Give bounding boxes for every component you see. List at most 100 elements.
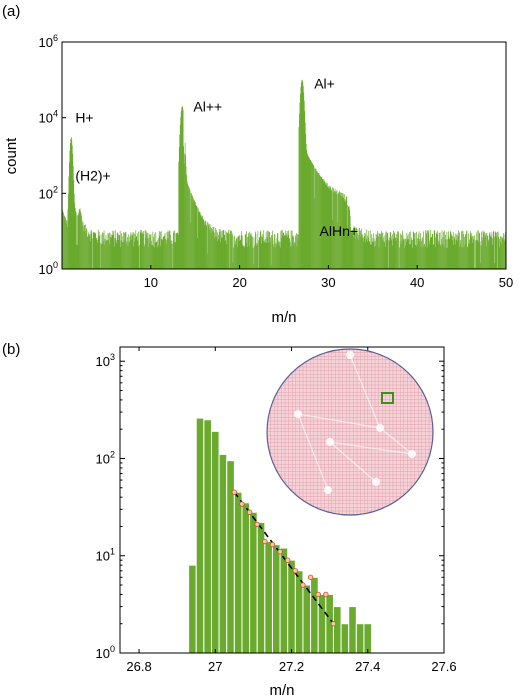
histogram-bar <box>279 547 289 654</box>
spectrum-bar <box>268 232 270 269</box>
wafer-pole-spots <box>294 351 416 494</box>
spectrum-bar <box>234 244 236 269</box>
spectrum-bar <box>217 240 219 269</box>
spectrum-bar <box>438 240 439 269</box>
spectrum-bar <box>224 230 226 269</box>
spectrum-bar <box>475 240 477 269</box>
spectrum-bar <box>501 244 502 269</box>
spectrum-bar <box>171 244 172 269</box>
spectrum-bar <box>103 241 104 269</box>
spectrum-bar <box>169 230 171 269</box>
spectrum-bar <box>219 241 221 269</box>
spectrum-bar <box>79 209 80 269</box>
spectrum-bar <box>227 232 229 269</box>
spectrum-bar <box>386 233 388 269</box>
spectrum-bar <box>483 234 485 269</box>
spectrum-bar <box>182 109 184 269</box>
spectrum-bar <box>385 231 387 269</box>
spectrum-bar <box>143 246 145 269</box>
spectrum-bar <box>354 227 355 269</box>
spectrum-bar <box>86 229 88 269</box>
spectrum-bar <box>128 234 129 269</box>
spectrum-bar <box>257 230 259 269</box>
spectrum-bar <box>504 239 506 269</box>
histogram-bar <box>241 502 251 654</box>
spectrum-bar <box>345 202 347 269</box>
spectrum-bar <box>211 227 212 269</box>
spectrum-bar <box>190 222 191 269</box>
spectrum-bar <box>409 244 411 269</box>
spectrum-bar <box>179 124 181 270</box>
spectrum-bar <box>458 246 460 269</box>
spectrum-bar <box>407 239 409 269</box>
histogram-bar <box>203 419 212 654</box>
spectrum-bar <box>260 235 262 269</box>
spectrum-bar <box>89 236 90 269</box>
spectrum-bar <box>206 221 208 269</box>
spectrum-bar <box>388 237 390 269</box>
spectrum-bar <box>317 172 318 269</box>
spectrum-bar <box>374 240 376 269</box>
x-tick-label: 40 <box>410 275 424 290</box>
spectrum-bar <box>164 235 165 269</box>
spectrum-bar <box>426 231 428 269</box>
spectrum-bar <box>439 232 441 269</box>
spectrum-bar <box>178 147 180 269</box>
spectrum-bar <box>96 237 98 269</box>
spectrum-bar <box>220 229 222 269</box>
spectrum-bar <box>332 192 334 269</box>
spectrum-bar <box>491 232 493 269</box>
spectrum-bar <box>472 236 474 269</box>
spectrum-bar <box>356 227 357 269</box>
spectrum-bar <box>301 82 302 269</box>
spectrum-bar <box>66 220 68 269</box>
spectrum-bar <box>357 237 358 269</box>
zone-line <box>329 441 377 483</box>
spectrum-bar <box>387 232 389 269</box>
spectrum-bar <box>212 231 213 269</box>
spectrum-bar <box>121 233 122 269</box>
spectrum-bar <box>110 233 112 269</box>
spectrum-bar <box>437 244 439 269</box>
spectrum-bar <box>463 233 464 269</box>
spectrum-bar <box>307 155 309 269</box>
spectrum-bar <box>70 137 72 269</box>
spectrum-bar <box>334 188 336 269</box>
spectrum-bar <box>464 236 465 269</box>
panel-b-fit <box>231 489 337 627</box>
spectrum-bar <box>145 237 146 269</box>
spectrum-bar <box>200 215 202 269</box>
histogram-bar <box>363 623 373 654</box>
spectrum-bar <box>450 230 452 269</box>
spectrum-bar <box>316 171 318 269</box>
spectrum-bar <box>124 232 125 269</box>
spectrum-bar <box>180 111 182 269</box>
spectrum-bar <box>413 232 415 269</box>
spectrum-bar <box>81 220 83 269</box>
spectrum-bar <box>290 242 291 269</box>
histogram-bar <box>271 544 281 654</box>
spectrum-bar <box>355 238 356 269</box>
spectrum-bar <box>249 231 250 269</box>
x-tick-label: 20 <box>232 275 246 290</box>
zone-line <box>297 413 329 491</box>
spectrum-bar <box>148 247 149 269</box>
spectrum-bar <box>107 240 108 269</box>
spectrum-bar <box>435 232 437 269</box>
spectrum-bar <box>105 241 106 269</box>
spectrum-bar <box>241 235 243 269</box>
spectrum-bar <box>228 234 230 269</box>
panel-b: (b) 26.8 27 27.2 27.4 27.6 100 101 102 103 m/n <box>2 341 457 699</box>
spectrum-bar <box>236 238 237 269</box>
spectrum-bar <box>233 247 234 269</box>
spectrum-bar <box>273 244 275 269</box>
spectrum-bar <box>456 234 458 269</box>
spectrum-bar <box>301 80 303 269</box>
spectrum-bar <box>182 106 184 269</box>
spectrum-bar <box>421 240 422 269</box>
spectrum-bar <box>264 242 266 269</box>
spectrum-bar <box>407 239 409 269</box>
spectrum-bar <box>448 231 449 269</box>
spectrum-bar <box>94 232 96 269</box>
spectrum-bar <box>129 236 131 269</box>
